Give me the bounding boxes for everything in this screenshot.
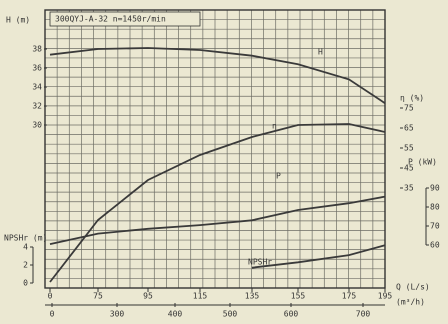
y2-tick-label: 35 (404, 184, 414, 193)
chart-title: 300QYJ-A-32 n=1450r/min (55, 15, 166, 24)
x2-tick-label: 500 (223, 310, 238, 319)
curve (49, 195, 386, 245)
y-tick-label: 34 (32, 83, 42, 92)
y3-tick-label: 60 (430, 241, 440, 250)
y-tick-label: 30 (32, 121, 42, 130)
x-tick-label: 115 (193, 292, 208, 301)
y2-tick-label: 45 (404, 164, 414, 173)
y4-tick-label: 4 (23, 243, 28, 252)
plot-frame (44, 9, 386, 289)
curve-label: H (318, 48, 323, 57)
y2-axis-label: η (%) (400, 94, 424, 103)
x2-tick-label: 0 (50, 310, 55, 319)
curve-label: η (272, 122, 277, 131)
x2-tick-label: 300 (110, 310, 125, 319)
x-tick-label: 175 (342, 292, 357, 301)
x-tick-label: 135 (245, 292, 260, 301)
curve (49, 47, 386, 104)
y2-tick-label: 55 (404, 144, 414, 153)
y2-tick-label: 75 (404, 104, 414, 113)
x2-tick-label: 700 (356, 310, 371, 319)
x2-axis-label: (m³/h) (396, 298, 425, 307)
x-axis-label: Q (L/s) (396, 283, 430, 292)
y-tick-label: 38 (32, 45, 42, 54)
y3-tick-label: 90 (430, 184, 440, 193)
y3-axis-label: P (kW) (408, 158, 437, 167)
x-tick-label: 155 (291, 292, 306, 301)
y-axis-label: H (m) (6, 16, 30, 25)
y2-tick-label: 65 (404, 124, 414, 133)
x-tick-label: 75 (93, 292, 103, 301)
curve-label: NPSHr (248, 258, 272, 267)
y4-tick-label: 0 (23, 279, 28, 288)
y4-axis-label: NPSHr (m) (4, 234, 47, 243)
y4-tick-label: 2 (23, 261, 28, 270)
curve-label: P (276, 172, 281, 181)
title-box (49, 11, 201, 27)
x-tick-label: 0 (48, 292, 53, 301)
y-tick-label: 32 (32, 102, 42, 111)
curve (49, 123, 386, 283)
y3-tick-label: 80 (430, 203, 440, 212)
x-tick-label: 95 (143, 292, 153, 301)
x2-tick-label: 400 (168, 310, 183, 319)
y-tick-label: 36 (32, 64, 42, 73)
x2-tick-label: 600 (284, 310, 299, 319)
y3-tick-label: 70 (430, 222, 440, 231)
curve (251, 244, 386, 269)
x-tick-label: 195 (378, 292, 393, 301)
